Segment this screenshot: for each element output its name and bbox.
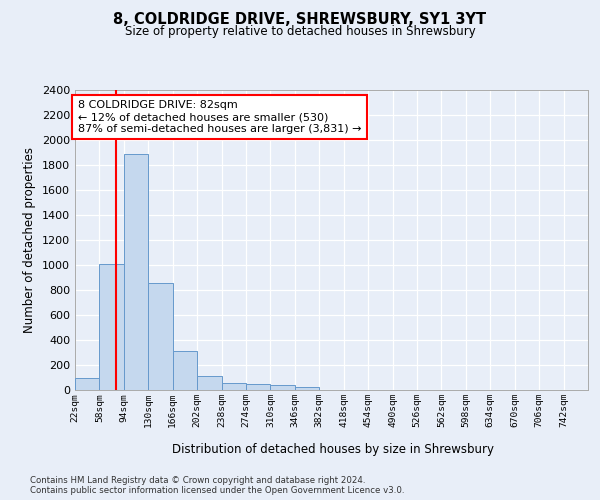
Bar	[197, 376, 221, 390]
Bar	[271, 385, 295, 390]
Bar	[173, 350, 197, 390]
Text: 8, COLDRIDGE DRIVE, SHREWSBURY, SY1 3YT: 8, COLDRIDGE DRIVE, SHREWSBURY, SY1 3YT	[113, 12, 487, 28]
Bar	[124, 154, 148, 390]
Y-axis label: Number of detached properties: Number of detached properties	[23, 147, 37, 333]
Bar	[100, 264, 124, 390]
Bar	[75, 378, 100, 390]
Text: Size of property relative to detached houses in Shrewsbury: Size of property relative to detached ho…	[125, 25, 475, 38]
Bar	[295, 387, 319, 390]
Bar	[148, 282, 173, 390]
Bar	[246, 384, 271, 390]
Bar	[221, 382, 246, 390]
Text: 8 COLDRIDGE DRIVE: 82sqm
← 12% of detached houses are smaller (530)
87% of semi-: 8 COLDRIDGE DRIVE: 82sqm ← 12% of detach…	[78, 100, 361, 134]
Text: Contains HM Land Registry data © Crown copyright and database right 2024.: Contains HM Land Registry data © Crown c…	[30, 476, 365, 485]
Text: Distribution of detached houses by size in Shrewsbury: Distribution of detached houses by size …	[172, 442, 494, 456]
Text: Contains public sector information licensed under the Open Government Licence v3: Contains public sector information licen…	[30, 486, 404, 495]
